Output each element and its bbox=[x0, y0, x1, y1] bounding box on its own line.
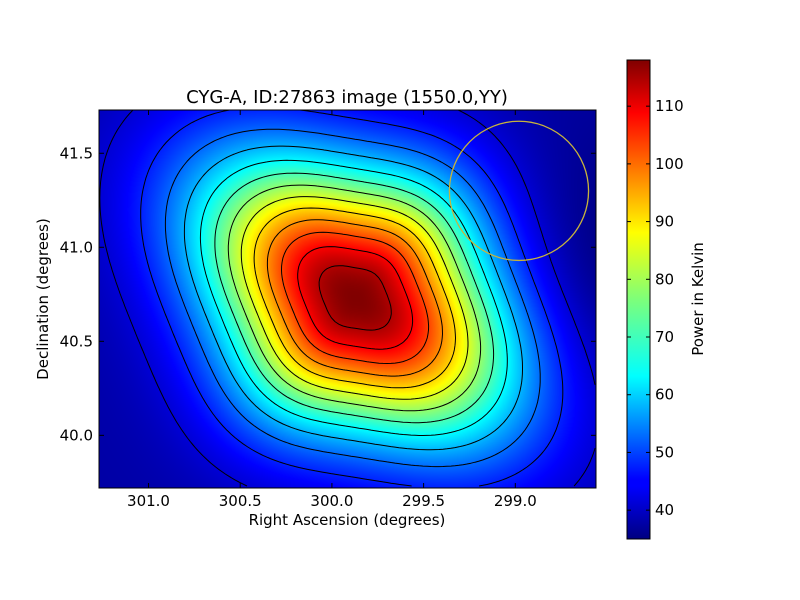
beam-circle bbox=[448, 120, 590, 262]
chart-title: CYG-A, ID:27863 image (1550.0,YY) bbox=[186, 87, 508, 108]
colorbar: 40 50 60 70 80 90 100 110 Power in Kelvin bbox=[626, 59, 707, 540]
plot-area bbox=[98, 109, 597, 489]
x-axis-ticks: 301.0 300.5 300.0 299.5 299.0 bbox=[127, 110, 537, 510]
colorbar-gradient bbox=[626, 59, 651, 540]
y-axis-ticks: 40.0 40.5 41.0 41.5 bbox=[60, 144, 596, 444]
colorbar-tick-label: 80 bbox=[655, 270, 674, 288]
x-tick-label: 300.0 bbox=[310, 492, 353, 510]
contour-line bbox=[253, 207, 456, 389]
contour-line bbox=[199, 159, 508, 436]
x-tick-label: 299.5 bbox=[402, 492, 445, 510]
contour-line bbox=[240, 196, 469, 400]
colorbar-tick-label: 40 bbox=[655, 501, 674, 519]
y-tick-label: 41.0 bbox=[60, 238, 93, 256]
x-tick-label: 299.0 bbox=[494, 492, 537, 510]
contour-lines bbox=[99, 110, 596, 487]
y-axis-label: Declination (degrees) bbox=[34, 218, 52, 380]
x-tick-label: 301.0 bbox=[127, 492, 170, 510]
colorbar-tick-label: 60 bbox=[655, 386, 674, 404]
colorbar-label: Power in Kelvin bbox=[689, 242, 707, 356]
plot-frame bbox=[98, 109, 597, 489]
y-tick-label: 40.5 bbox=[60, 332, 93, 350]
colorbar-tick-label: 70 bbox=[655, 328, 674, 346]
contour-line bbox=[214, 172, 495, 424]
contour-line bbox=[281, 231, 430, 364]
colorbar-tick-label: 50 bbox=[655, 443, 674, 461]
contour-line bbox=[164, 128, 541, 468]
contour-line bbox=[266, 219, 443, 377]
contour-line bbox=[227, 184, 482, 412]
y-tick-label: 40.0 bbox=[60, 426, 93, 444]
x-axis-label: Right Ascension (degrees) bbox=[249, 511, 446, 529]
contour-line bbox=[318, 265, 392, 331]
x-tick-label: 300.5 bbox=[219, 492, 262, 510]
colorbar-tick-label: 100 bbox=[655, 155, 684, 173]
contour-line bbox=[99, 110, 596, 487]
y-tick-label: 41.5 bbox=[60, 144, 93, 162]
contour-line bbox=[140, 110, 564, 487]
colorbar-ticks: 40 50 60 70 80 90 100 110 bbox=[627, 97, 684, 519]
contour-line bbox=[297, 246, 414, 350]
colorbar-tick-label: 90 bbox=[655, 213, 674, 231]
contour-line bbox=[183, 145, 523, 451]
colorbar-tick-label: 110 bbox=[655, 97, 684, 115]
